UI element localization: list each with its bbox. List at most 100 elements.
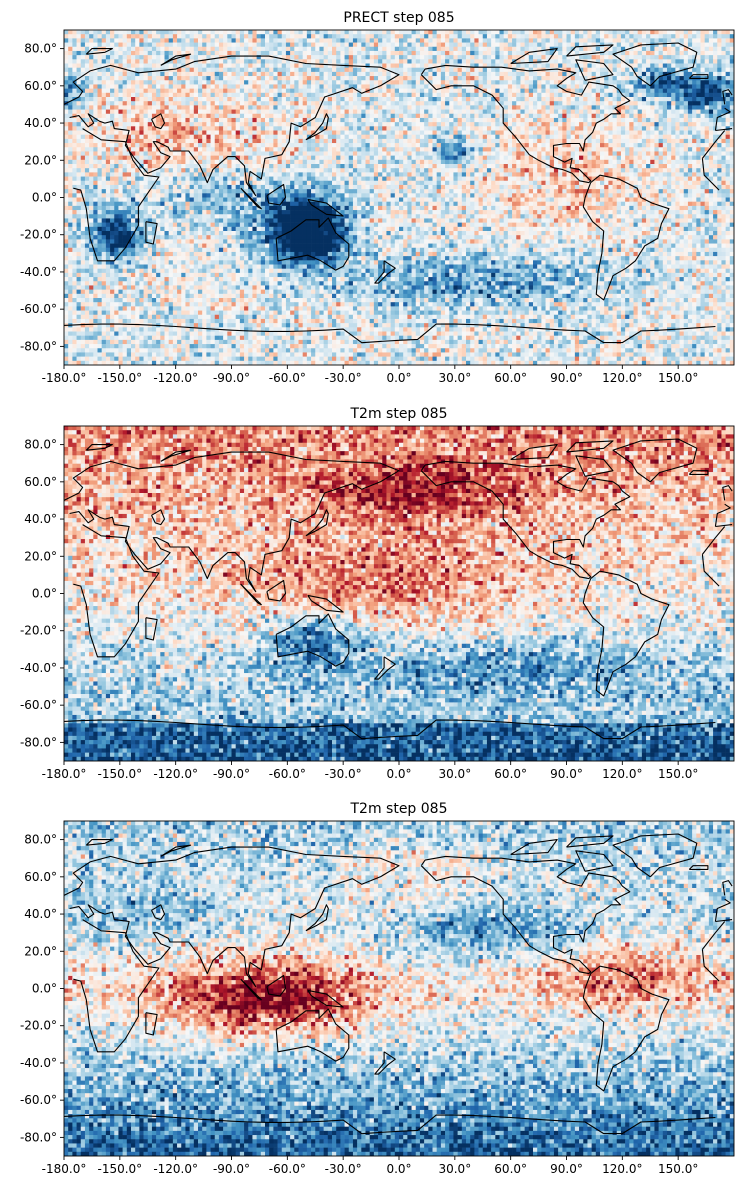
- heatmap-cell: [294, 130, 299, 135]
- heatmap-cell: [461, 71, 467, 77]
- heatmap-cell: [432, 126, 437, 131]
- heatmap-cell: [177, 42, 182, 48]
- heatmap-cell: [574, 130, 580, 135]
- heatmap-cell: [168, 34, 174, 39]
- heatmap-cell: [432, 138, 437, 144]
- heatmap-cell: [319, 151, 324, 156]
- heatmap-cell: [453, 59, 458, 64]
- heatmap-cell: [80, 38, 86, 43]
- heatmap-cell: [110, 113, 115, 119]
- heatmap-cell: [491, 63, 496, 68]
- heatmap-cell: [373, 84, 379, 89]
- heatmap-cell: [227, 59, 232, 64]
- heatmap-cell: [671, 122, 676, 127]
- heatmap-cell: [189, 46, 195, 52]
- heatmap-cell: [206, 80, 211, 85]
- heatmap-cell: [662, 92, 668, 98]
- heatmap-cell: [97, 34, 102, 39]
- heatmap-cell: [80, 76, 86, 81]
- heatmap-cell: [285, 138, 291, 144]
- heatmap-cell: [135, 63, 140, 68]
- heatmap-cell: [214, 155, 220, 161]
- heatmap-cell: [378, 30, 383, 35]
- heatmap-cell: [583, 130, 588, 135]
- heatmap-cell: [89, 63, 94, 68]
- heatmap-cell: [537, 55, 542, 60]
- heatmap-cell: [474, 80, 479, 85]
- heatmap-cell: [713, 97, 718, 102]
- heatmap-cell: [721, 55, 726, 60]
- heatmap-cell: [558, 76, 563, 81]
- heatmap-cell: [721, 109, 726, 115]
- heatmap-cell: [725, 30, 731, 35]
- heatmap-cell: [512, 101, 517, 106]
- heatmap-cell: [411, 76, 417, 81]
- heatmap-cell: [415, 138, 421, 144]
- heatmap-cell: [319, 130, 324, 135]
- heatmap-cell: [566, 42, 571, 48]
- heatmap-cell: [700, 122, 705, 127]
- heatmap-cell: [704, 155, 710, 161]
- heatmap-cell: [662, 71, 668, 77]
- heatmap-cell: [553, 113, 559, 119]
- heatmap-cell: [625, 92, 630, 98]
- heatmap-cell: [248, 38, 253, 43]
- heatmap-cell: [348, 88, 354, 94]
- heatmap-cell: [466, 97, 471, 102]
- heatmap-cell: [302, 42, 308, 48]
- heatmap-cell: [198, 88, 203, 94]
- heatmap-cell: [294, 92, 299, 98]
- heatmap-cell: [440, 67, 446, 73]
- heatmap-cell: [202, 151, 207, 156]
- heatmap-cell: [244, 117, 249, 123]
- heatmap-cell: [319, 71, 324, 77]
- heatmap-cell: [646, 143, 651, 148]
- heatmap-cell: [466, 30, 471, 35]
- heatmap-cell: [486, 151, 492, 156]
- heatmap-cell: [549, 71, 555, 77]
- heatmap-cell: [373, 92, 379, 98]
- heatmap-cell: [172, 134, 178, 140]
- heatmap-cell: [683, 155, 689, 161]
- heatmap-cell: [231, 46, 236, 52]
- heatmap-cell: [181, 38, 186, 43]
- heatmap-cell: [72, 109, 77, 115]
- heatmap-cell: [574, 105, 580, 110]
- heatmap-cell: [147, 67, 153, 73]
- heatmap-cell: [231, 97, 236, 102]
- heatmap-cell: [620, 105, 626, 110]
- heatmap-cell: [294, 151, 299, 156]
- heatmap-cell: [122, 155, 128, 161]
- heatmap-cell: [89, 42, 94, 48]
- heatmap-cell: [428, 138, 433, 144]
- heatmap-cell: [332, 134, 337, 140]
- heatmap-cell: [646, 34, 651, 39]
- heatmap-cell: [114, 71, 119, 77]
- heatmap-cell: [68, 105, 73, 110]
- heatmap-cell: [424, 155, 429, 161]
- heatmap-cell: [428, 67, 433, 73]
- heatmap-cell: [419, 113, 425, 119]
- heatmap-cell: [143, 38, 149, 43]
- heatmap-cell: [696, 38, 701, 43]
- heatmap-cell: [625, 143, 630, 148]
- heatmap-cell: [365, 50, 370, 56]
- heatmap-cell: [608, 105, 613, 110]
- heatmap-cell: [319, 105, 324, 110]
- heatmap-cell: [382, 138, 387, 144]
- heatmap-cell: [177, 76, 182, 81]
- heatmap-cell: [671, 59, 676, 64]
- heatmap-cell: [369, 147, 375, 152]
- heatmap-cell: [541, 122, 546, 127]
- heatmap-cell: [390, 59, 396, 64]
- heatmap-cell: [294, 34, 299, 39]
- heatmap-cell: [277, 105, 283, 110]
- heatmap-cell: [235, 67, 241, 73]
- heatmap-cell: [537, 151, 542, 156]
- heatmap-cell: [114, 105, 119, 110]
- heatmap-cell: [151, 97, 157, 102]
- heatmap-cell: [290, 117, 295, 123]
- heatmap-cell: [147, 80, 153, 85]
- heatmap-cell: [281, 101, 287, 106]
- heatmap-cell: [256, 30, 262, 35]
